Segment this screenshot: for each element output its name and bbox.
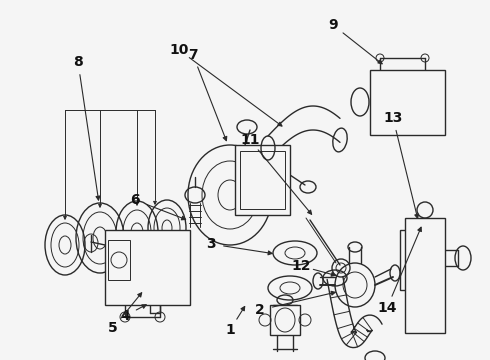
Text: 9: 9 [328,18,338,32]
Text: 3: 3 [206,237,216,251]
Bar [370,70,445,135]
Bar [235,145,290,215]
Text: 13: 13 [383,111,403,125]
Text: 4: 4 [120,309,130,323]
Bar [108,240,130,280]
Bar [270,305,300,335]
Text: 6: 6 [130,193,140,207]
Bar [405,218,445,333]
Text: 14: 14 [377,301,397,315]
Text: 2: 2 [255,303,265,317]
Text: 12: 12 [291,259,311,273]
Bar [240,151,285,209]
Text: 11: 11 [240,133,260,147]
Text: 10: 10 [170,43,189,57]
Text: 1: 1 [225,323,235,337]
Text: 8: 8 [73,55,83,69]
Bar [400,230,442,290]
Bar [105,230,190,305]
Text: 5: 5 [108,321,118,335]
Text: 7: 7 [188,48,198,62]
